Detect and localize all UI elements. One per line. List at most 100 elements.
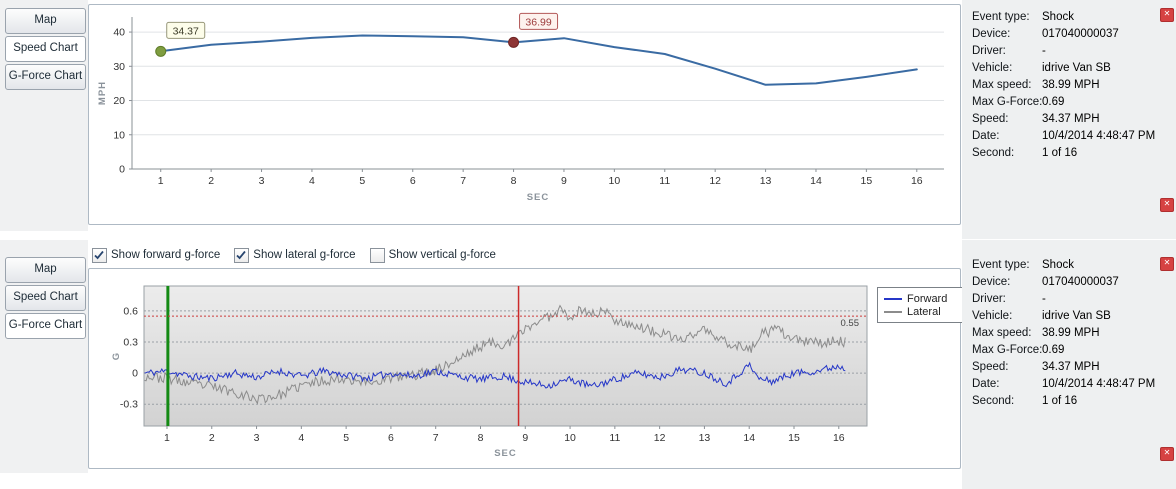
svg-text:3: 3	[254, 432, 260, 444]
svg-text:13: 13	[760, 175, 772, 187]
svg-text:5: 5	[359, 175, 365, 187]
svg-text:15: 15	[788, 432, 800, 444]
info-label: Vehicle:	[972, 309, 1013, 322]
svg-text:0.3: 0.3	[123, 337, 138, 349]
svg-text:14: 14	[743, 432, 755, 444]
info-label: Date:	[972, 377, 1000, 390]
svg-text:0: 0	[132, 368, 138, 380]
info-label: Max G-Force:	[972, 95, 1043, 108]
svg-text:2: 2	[209, 432, 215, 444]
close-icon[interactable]: ✕	[1160, 198, 1174, 212]
svg-text:MPH: MPH	[97, 81, 108, 105]
legend-item-lateral: Lateral	[884, 305, 963, 318]
svg-text:SEC: SEC	[494, 448, 517, 459]
close-icon[interactable]: ✕	[1160, 8, 1174, 22]
svg-text:12: 12	[654, 432, 666, 444]
svg-text:12: 12	[709, 175, 721, 187]
info-label: Speed:	[972, 360, 1009, 373]
svg-text:10: 10	[564, 432, 576, 444]
info-label: Speed:	[972, 112, 1009, 125]
svg-text:0: 0	[119, 164, 125, 176]
svg-text:5: 5	[343, 432, 349, 444]
info-value: 10/4/2014 4:48:47 PM	[1042, 377, 1156, 390]
checkbox-show-forward-gforce[interactable]: Show forward g-force	[92, 247, 220, 263]
info-label: Device:	[972, 27, 1011, 40]
legend-label: Lateral	[907, 305, 941, 318]
info-label: Second:	[972, 394, 1015, 407]
close-x-glyph: ✕	[1163, 258, 1171, 267]
checkbox-label: Show vertical g-force	[388, 249, 496, 261]
svg-text:14: 14	[810, 175, 822, 187]
svg-text:1: 1	[158, 175, 164, 187]
info-value: 38.99 MPH	[1042, 326, 1100, 339]
svg-text:0.55: 0.55	[841, 318, 860, 329]
close-x-glyph: ✕	[1163, 9, 1171, 18]
tab-gforce-chart-bottom[interactable]: G-Force Chart	[5, 313, 86, 339]
tab-strip-top	[0, 0, 88, 231]
info-label: Event type:	[972, 10, 1030, 23]
info-value: idrive Van SB	[1042, 61, 1111, 74]
svg-text:30: 30	[113, 61, 125, 73]
checkbox-checked-icon[interactable]	[92, 247, 107, 263]
svg-text:11: 11	[609, 432, 620, 444]
close-x-glyph: ✕	[1163, 199, 1171, 208]
svg-text:20: 20	[113, 95, 125, 107]
checkbox-label: Show lateral g-force	[253, 249, 356, 261]
svg-text:34.37: 34.37	[173, 25, 199, 37]
svg-text:9: 9	[522, 432, 528, 444]
svg-text:15: 15	[861, 175, 873, 187]
close-icon[interactable]: ✕	[1160, 447, 1174, 461]
info-label: Vehicle:	[972, 61, 1013, 74]
gforce-display-options: Show forward g-force Show lateral g-forc…	[92, 246, 510, 264]
legend-label: Forward	[907, 292, 948, 305]
gforce-chart[interactable]: -0.300.30.61 2 3 4 5 6 7 8 9 10 11 12 13 14 15 16SECG0.…	[89, 269, 958, 466]
speed-chart-panel: Map Speed Chart G-Force Chart 0 10 20 30 40 1…	[0, 0, 1176, 239]
legend-item-forward: Forward	[884, 292, 963, 305]
info-value: 10/4/2014 4:48:47 PM	[1042, 129, 1156, 142]
svg-text:11: 11	[659, 175, 670, 187]
svg-text:SEC: SEC	[527, 192, 550, 203]
info-value: 0.69	[1042, 343, 1065, 356]
svg-text:-0.3: -0.3	[120, 399, 138, 411]
close-x-glyph: ✕	[1163, 448, 1171, 457]
svg-text:3: 3	[259, 175, 265, 187]
info-label: Driver:	[972, 292, 1006, 305]
tab-speed-chart-top[interactable]: Speed Chart	[5, 36, 86, 62]
svg-text:10: 10	[609, 175, 621, 187]
svg-text:8: 8	[478, 432, 484, 444]
tab-map-top[interactable]: Map	[5, 8, 86, 34]
speed-chart-container: 0 10 20 30 40 1 2 3 4 5 6 7 8 9 10 11 12 13 14 15 16 SEC MPH 34…	[88, 4, 961, 225]
svg-text:4: 4	[298, 432, 304, 444]
checkbox-show-lateral-gforce[interactable]: Show lateral g-force	[234, 247, 356, 263]
info-value: Shock	[1042, 10, 1074, 23]
svg-text:36.99: 36.99	[525, 16, 551, 28]
svg-text:13: 13	[699, 432, 711, 444]
checkbox-show-vertical-gforce[interactable]: Show vertical g-force	[369, 247, 496, 263]
info-label: Max G-Force:	[972, 343, 1043, 356]
info-value: 34.37 MPH	[1042, 112, 1100, 125]
info-value: Shock	[1042, 258, 1074, 271]
tab-map-bottom[interactable]: Map	[5, 257, 86, 283]
close-icon[interactable]: ✕	[1160, 257, 1174, 271]
info-label: Max speed:	[972, 78, 1032, 91]
info-value: 017040000037	[1042, 275, 1119, 288]
info-label: Max speed:	[972, 326, 1032, 339]
info-value: -	[1042, 44, 1046, 57]
event-info-panel-bottom: Event type: Shock Device: 017040000037 Dri…	[962, 240, 1176, 489]
gforce-chart-panel: Map Speed Chart G-Force Chart Show forwa…	[0, 240, 1176, 489]
svg-text:7: 7	[460, 175, 466, 187]
info-value: 017040000037	[1042, 27, 1119, 40]
svg-text:0.6: 0.6	[123, 305, 138, 317]
checkbox-checked-icon[interactable]	[234, 247, 250, 263]
tab-gforce-chart-top[interactable]: G-Force Chart	[5, 64, 86, 90]
tab-speed-chart-bottom[interactable]: Speed Chart	[5, 285, 86, 311]
svg-text:6: 6	[410, 175, 416, 187]
info-label: Second:	[972, 146, 1015, 159]
checkbox-unchecked-icon[interactable]	[369, 247, 385, 263]
info-value: idrive Van SB	[1042, 309, 1111, 322]
info-value: 1 of 16	[1042, 394, 1078, 407]
info-value: 38.99 MPH	[1042, 78, 1100, 91]
info-label: Event type:	[972, 258, 1030, 271]
gforce-chart-container: -0.3 0 0.3 0.6 1 2 3 4 5 6 7 8 9 10 11 12 13 14 15 16 SEC G 0.…	[88, 268, 970, 469]
